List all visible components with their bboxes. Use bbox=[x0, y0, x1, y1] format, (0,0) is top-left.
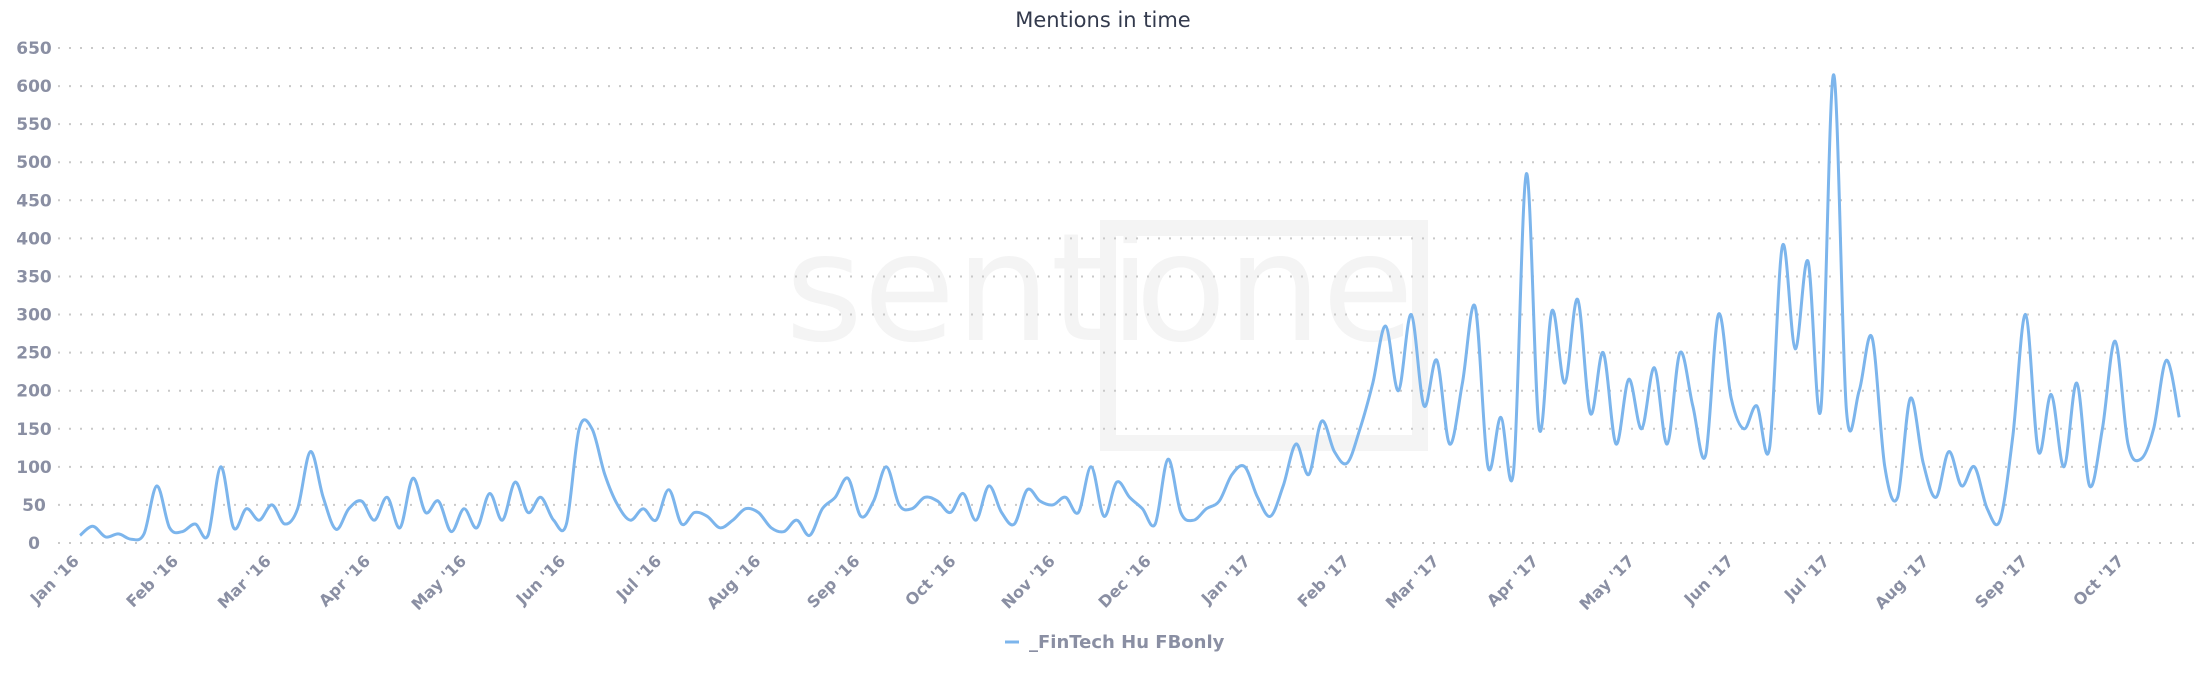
x-tick-label: Jul '16 bbox=[612, 551, 665, 604]
x-tick-label: Dec '16 bbox=[1094, 551, 1154, 611]
x-tick-label: Jul '17 bbox=[1780, 551, 1833, 604]
y-tick-label: 150 bbox=[16, 420, 52, 440]
x-axis: Jan '16 Feb '16 Mar '16 Apr '16 May '16 Jun '… bbox=[26, 551, 2128, 614]
watermark-one: one bbox=[1135, 202, 1414, 376]
y-tick-label: 300 bbox=[16, 306, 52, 326]
y-tick-label: 100 bbox=[16, 458, 52, 478]
y-tick-label: 600 bbox=[16, 77, 52, 97]
y-tick-label: 650 bbox=[16, 39, 52, 59]
x-tick-label: Oct '16 bbox=[901, 551, 959, 609]
watermark-senti: senti bbox=[785, 202, 1151, 376]
x-tick-label: Mar '17 bbox=[1382, 551, 1443, 612]
x-tick-label: Sep '16 bbox=[803, 551, 864, 612]
legend-item-label[interactable]: _FinTech Hu FBonly bbox=[1029, 632, 1225, 653]
y-tick-label: 450 bbox=[16, 191, 52, 211]
x-tick-label: Jan '16 bbox=[26, 551, 83, 608]
x-tick-label: Apr '17 bbox=[1483, 551, 1542, 610]
y-axis: 0 50 100 150 200 250 300 350 400 450 500 550 600 650 bbox=[16, 39, 52, 554]
x-tick-label: Apr '16 bbox=[315, 551, 374, 610]
chart-title: Mentions in time bbox=[1015, 8, 1190, 32]
x-tick-label: Jun '16 bbox=[512, 551, 570, 609]
y-tick-label: 550 bbox=[16, 115, 52, 135]
x-tick-label: Mar '16 bbox=[214, 551, 275, 612]
y-tick-label: 50 bbox=[22, 496, 46, 516]
x-tick-label: Sep '17 bbox=[1971, 551, 2032, 612]
y-tick-label: 0 bbox=[28, 534, 40, 554]
y-tick-label: 500 bbox=[16, 153, 52, 173]
x-tick-label: Jun '17 bbox=[1680, 551, 1738, 609]
y-tick-label: 350 bbox=[16, 267, 52, 287]
y-tick-label: 250 bbox=[16, 344, 52, 364]
x-tick-label: May '17 bbox=[1576, 551, 1639, 614]
y-tick-label: 400 bbox=[16, 229, 52, 249]
x-tick-label: Oct '17 bbox=[2069, 551, 2127, 609]
x-tick-label: Jan '17 bbox=[1197, 551, 1254, 608]
x-tick-label: Aug '17 bbox=[1871, 551, 1932, 612]
x-tick-label: Feb '16 bbox=[122, 551, 182, 611]
legend[interactable]: _FinTech Hu FBonly bbox=[1005, 632, 1225, 653]
y-tick-label: 200 bbox=[16, 382, 52, 402]
x-tick-label: Aug '16 bbox=[703, 551, 764, 612]
x-tick-label: May '16 bbox=[408, 551, 471, 614]
x-tick-label: Nov '16 bbox=[998, 551, 1059, 612]
x-tick-label: Feb '17 bbox=[1294, 551, 1354, 611]
